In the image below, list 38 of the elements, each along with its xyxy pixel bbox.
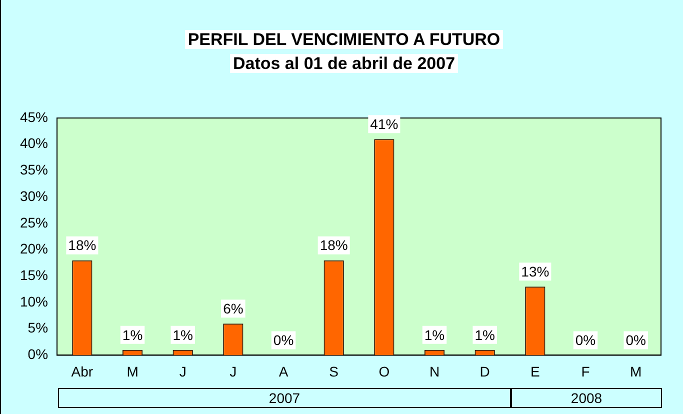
x-tick-label: E bbox=[530, 363, 540, 380]
x-tick-label: J bbox=[230, 363, 237, 380]
y-tick-label: 5% bbox=[28, 320, 48, 336]
y-tick-label: 30% bbox=[20, 188, 48, 204]
chart-title: PERFIL DEL VENCIMIENTO A FUTURO bbox=[184, 30, 504, 49]
x-tick-label: A bbox=[278, 363, 289, 380]
data-label: 0% bbox=[626, 332, 646, 348]
data-label: 1% bbox=[474, 326, 495, 343]
y-tick-label: 0% bbox=[28, 346, 48, 362]
chart-subtitle: Datos al 01 de abril de 2007 bbox=[230, 54, 458, 73]
x-tick-label: J bbox=[179, 363, 186, 380]
y-tick-label: 25% bbox=[20, 214, 48, 230]
data-label: 6% bbox=[223, 300, 244, 316]
y-tick-label: 45% bbox=[20, 108, 48, 125]
text: 2008 bbox=[511, 388, 662, 408]
x-tick-label: S bbox=[329, 363, 339, 380]
x-tick-label: Abr bbox=[71, 363, 94, 380]
x-tick-label: N bbox=[429, 363, 440, 380]
x-tick-label: M bbox=[630, 363, 642, 380]
y-tick-label: 35% bbox=[20, 162, 48, 178]
y-tick-label: 20% bbox=[20, 240, 48, 257]
data-label: 1% bbox=[424, 326, 445, 343]
data-label: 0% bbox=[575, 332, 596, 348]
data-label: 1% bbox=[172, 326, 193, 343]
data-label: 1% bbox=[122, 326, 143, 343]
x-tick-label: D bbox=[480, 363, 490, 380]
x-tick-label: F bbox=[581, 363, 590, 380]
y-tick-label: 10% bbox=[20, 293, 48, 310]
data-label: 41% bbox=[370, 116, 398, 132]
x-tick-label: O bbox=[378, 363, 390, 380]
y-tick-label: 15% bbox=[20, 266, 48, 283]
data-label: 18% bbox=[320, 237, 348, 254]
y-tick-label: 40% bbox=[20, 135, 48, 152]
data-label: 18% bbox=[68, 237, 96, 254]
data-label: 13% bbox=[521, 264, 550, 280]
text: 2007 bbox=[58, 388, 511, 408]
data-label: 0% bbox=[273, 332, 294, 348]
x-tick-label: M bbox=[126, 363, 138, 380]
